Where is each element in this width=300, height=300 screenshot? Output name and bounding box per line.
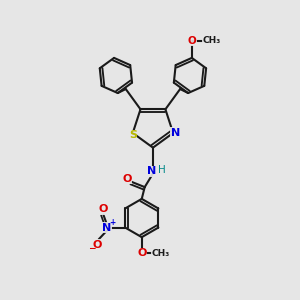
Text: O: O: [99, 204, 108, 214]
Text: CH₃: CH₃: [152, 249, 170, 258]
Text: H: H: [158, 165, 166, 175]
Text: S: S: [129, 130, 137, 140]
Text: O: O: [137, 248, 146, 258]
Text: O: O: [188, 36, 196, 46]
Text: CH₃: CH₃: [202, 36, 221, 45]
Text: N: N: [102, 223, 112, 232]
Text: O: O: [92, 240, 102, 250]
Text: +: +: [109, 218, 116, 227]
Text: O: O: [122, 174, 132, 184]
Text: −: −: [88, 244, 96, 253]
Text: N: N: [147, 166, 156, 176]
Text: N: N: [170, 128, 180, 138]
